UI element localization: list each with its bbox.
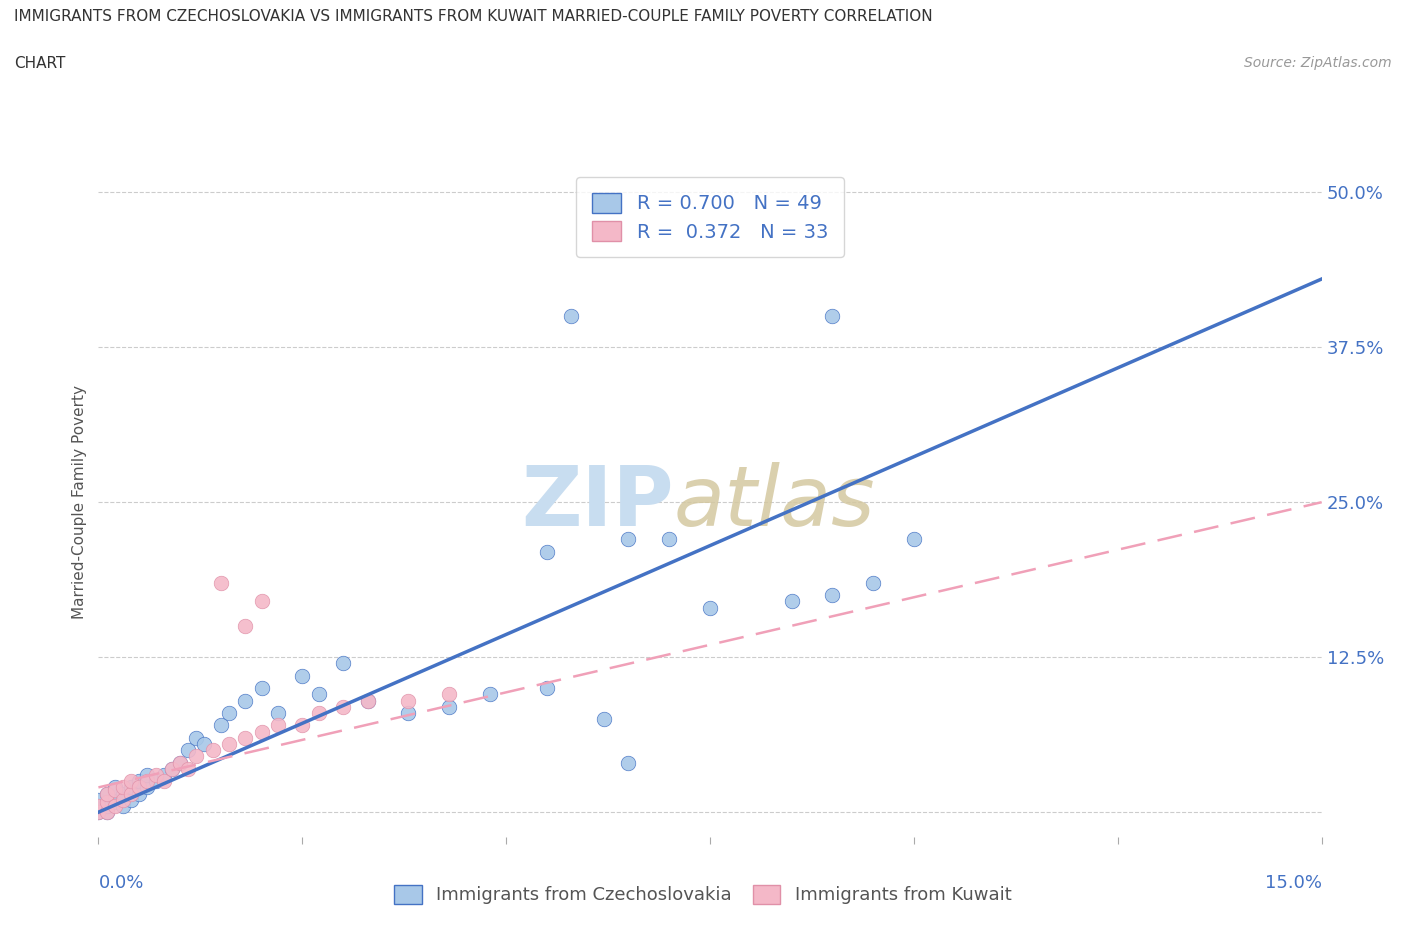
Point bbox=[308, 687, 330, 702]
Point bbox=[536, 544, 558, 559]
Point bbox=[821, 309, 844, 324]
Point bbox=[332, 699, 354, 714]
Point bbox=[250, 681, 273, 696]
Point bbox=[186, 730, 208, 745]
Point bbox=[96, 786, 118, 801]
Point bbox=[160, 762, 183, 777]
Point bbox=[291, 669, 314, 684]
Legend: R = 0.700   N = 49, R =  0.372   N = 33: R = 0.700 N = 49, R = 0.372 N = 33 bbox=[576, 177, 844, 257]
Point bbox=[658, 532, 681, 547]
Point bbox=[780, 594, 803, 609]
Point bbox=[177, 743, 200, 758]
Point bbox=[87, 799, 110, 814]
Point bbox=[396, 706, 419, 721]
Point bbox=[104, 799, 127, 814]
Point bbox=[120, 786, 142, 801]
Point bbox=[136, 767, 159, 782]
Text: 0.0%: 0.0% bbox=[98, 874, 143, 892]
Point bbox=[96, 804, 118, 819]
Point bbox=[617, 755, 640, 770]
Point bbox=[96, 804, 118, 819]
Point bbox=[862, 576, 884, 591]
Point bbox=[152, 767, 174, 782]
Point bbox=[111, 786, 134, 801]
Point bbox=[291, 718, 314, 733]
Point bbox=[332, 656, 354, 671]
Point bbox=[250, 724, 273, 739]
Text: atlas: atlas bbox=[673, 461, 875, 543]
Point bbox=[87, 804, 110, 819]
Point bbox=[104, 795, 127, 810]
Point bbox=[267, 718, 290, 733]
Point bbox=[104, 780, 127, 795]
Point bbox=[87, 792, 110, 807]
Point bbox=[903, 532, 925, 547]
Point bbox=[308, 706, 330, 721]
Point bbox=[120, 780, 142, 795]
Point bbox=[145, 774, 167, 789]
Point bbox=[111, 780, 134, 795]
Point bbox=[128, 774, 150, 789]
Point bbox=[356, 693, 378, 708]
Point bbox=[145, 767, 167, 782]
Point bbox=[186, 749, 208, 764]
Point bbox=[250, 594, 273, 609]
Point bbox=[396, 693, 419, 708]
Text: IMMIGRANTS FROM CZECHOSLOVAKIA VS IMMIGRANTS FROM KUWAIT MARRIED-COUPLE FAMILY P: IMMIGRANTS FROM CZECHOSLOVAKIA VS IMMIGR… bbox=[14, 9, 932, 24]
Point bbox=[536, 681, 558, 696]
Text: Source: ZipAtlas.com: Source: ZipAtlas.com bbox=[1244, 56, 1392, 70]
Point bbox=[218, 706, 240, 721]
Point bbox=[267, 706, 290, 721]
Point bbox=[120, 774, 142, 789]
Point bbox=[87, 799, 110, 814]
Point bbox=[96, 786, 118, 801]
Point bbox=[699, 600, 721, 615]
Point bbox=[128, 780, 150, 795]
Point bbox=[560, 309, 582, 324]
Point bbox=[209, 576, 232, 591]
Text: ZIP: ZIP bbox=[520, 461, 673, 543]
Point bbox=[177, 762, 200, 777]
Point bbox=[218, 737, 240, 751]
Point bbox=[169, 755, 191, 770]
Point bbox=[233, 693, 256, 708]
Point bbox=[152, 774, 174, 789]
Point bbox=[111, 792, 134, 807]
Point bbox=[437, 699, 460, 714]
Point bbox=[111, 799, 134, 814]
Point bbox=[593, 711, 616, 726]
Point bbox=[356, 693, 378, 708]
Text: CHART: CHART bbox=[14, 56, 66, 71]
Point bbox=[617, 532, 640, 547]
Point bbox=[201, 743, 224, 758]
Point bbox=[136, 780, 159, 795]
Point bbox=[821, 588, 844, 603]
Point bbox=[136, 774, 159, 789]
Point bbox=[128, 786, 150, 801]
Legend: Immigrants from Czechoslovakia, Immigrants from Kuwait: Immigrants from Czechoslovakia, Immigran… bbox=[387, 878, 1019, 911]
Point bbox=[120, 792, 142, 807]
Point bbox=[193, 737, 215, 751]
Point bbox=[87, 804, 110, 819]
Point bbox=[160, 762, 183, 777]
Point bbox=[233, 618, 256, 633]
Point bbox=[96, 795, 118, 810]
Point bbox=[104, 790, 127, 804]
Point bbox=[169, 755, 191, 770]
Point bbox=[478, 687, 501, 702]
Y-axis label: Married-Couple Family Poverty: Married-Couple Family Poverty bbox=[72, 385, 87, 619]
Point bbox=[209, 718, 232, 733]
Text: 15.0%: 15.0% bbox=[1264, 874, 1322, 892]
Point bbox=[437, 687, 460, 702]
Point bbox=[104, 782, 127, 797]
Point bbox=[96, 799, 118, 814]
Point bbox=[233, 730, 256, 745]
